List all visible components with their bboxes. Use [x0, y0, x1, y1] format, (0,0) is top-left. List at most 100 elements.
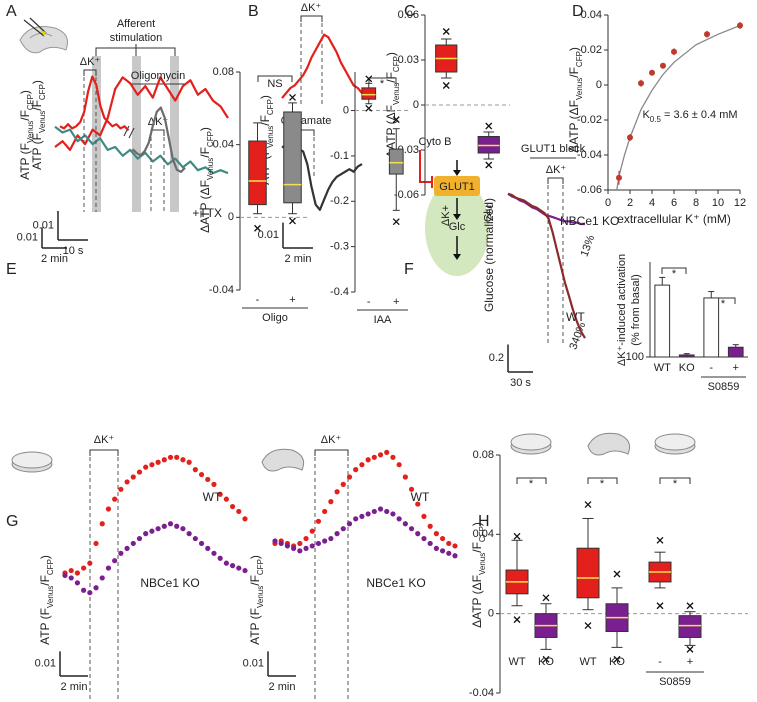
- outlier: [656, 602, 664, 610]
- point: [638, 80, 644, 87]
- outlier: [584, 501, 592, 509]
- point: [174, 454, 180, 460]
- bracket: [516, 477, 547, 484]
- point: [155, 526, 161, 532]
- label-part: Venus: [478, 553, 487, 575]
- point: [390, 454, 396, 460]
- x-tick-label: +: [687, 656, 693, 668]
- bracket: [547, 177, 564, 184]
- point: [315, 540, 322, 547]
- label: ATP (FVenus/FCFP): [30, 80, 46, 170]
- outlier: [392, 116, 400, 124]
- bracket: [300, 15, 323, 22]
- point: [242, 567, 248, 574]
- label-part: Venus: [256, 586, 265, 608]
- outlier: [254, 224, 261, 232]
- point: [174, 523, 180, 529]
- y-tick-label: 0.08: [473, 449, 494, 461]
- x-tick-label: -: [256, 294, 260, 306]
- label-part: /F: [18, 110, 32, 121]
- point: [198, 540, 205, 547]
- point: [616, 174, 622, 181]
- bracket: [587, 477, 618, 484]
- box: [361, 87, 377, 100]
- point: [278, 540, 284, 547]
- group-label: IAA: [374, 314, 392, 326]
- glut-diagram: [419, 150, 489, 276]
- x-tick-label: WT: [654, 362, 671, 374]
- point: [427, 523, 433, 529]
- label-part: CFP: [256, 559, 265, 575]
- point: [353, 467, 359, 473]
- point: [365, 511, 371, 517]
- diagram-label: GLUT1: [439, 181, 474, 193]
- box: [388, 148, 404, 175]
- slice-icon: [587, 432, 631, 456]
- x-tick-label: +: [393, 296, 399, 308]
- x-axis-label: extracellular K⁺ (mM): [617, 212, 731, 226]
- point: [155, 459, 161, 465]
- label-part: /F: [567, 67, 581, 78]
- bracket: [661, 267, 687, 274]
- box: [248, 140, 267, 206]
- point: [359, 513, 365, 519]
- point: [180, 457, 186, 463]
- scale-label: 0.01: [258, 229, 279, 241]
- legend-label: WT: [411, 490, 430, 504]
- y-tick-label: -0.02: [577, 114, 602, 126]
- label: ΔATP (ΔFVenus/FCFP): [567, 47, 583, 153]
- outlier: [656, 536, 664, 544]
- point: [334, 531, 340, 537]
- label: ΔATP (ΔFVenus/FCFP): [470, 522, 486, 628]
- outlier: [442, 28, 450, 35]
- label-part: Venus: [206, 158, 215, 180]
- outlier: [542, 655, 550, 663]
- legend-label: NBCe1 KO: [366, 576, 425, 590]
- y-tick-label: 0: [228, 211, 234, 223]
- point: [433, 531, 439, 537]
- point: [198, 471, 205, 478]
- point: [415, 501, 421, 507]
- x-tick-label: WT: [579, 656, 596, 668]
- point: [346, 521, 353, 527]
- y-tick-label: 0: [343, 104, 349, 116]
- x-tick-label: KO: [679, 362, 695, 374]
- point: [211, 550, 217, 556]
- point: [384, 449, 390, 455]
- label-part: /F: [198, 147, 212, 158]
- scale-label: 10 s: [63, 245, 84, 257]
- outlier: [686, 602, 694, 610]
- label-part: Venus: [46, 586, 55, 608]
- point: [68, 567, 74, 574]
- y-tick-label: -0.04: [469, 687, 494, 699]
- outlier: [513, 616, 521, 624]
- label-part: /F: [248, 575, 262, 586]
- x-tick-label: 4: [649, 197, 655, 209]
- point: [371, 454, 377, 460]
- point: [93, 585, 99, 591]
- x-tick-label: WT: [508, 656, 525, 668]
- label-part: ): [470, 522, 484, 526]
- point: [112, 496, 118, 502]
- label-part: ΔATP (ΔF: [470, 575, 484, 628]
- y-tick-label: 0.04: [213, 139, 234, 151]
- scale-label: 2 min: [61, 681, 88, 693]
- y-tick-label: 100: [626, 351, 644, 363]
- point: [433, 545, 439, 551]
- point: [130, 540, 136, 547]
- point: [118, 486, 124, 492]
- legend-label: WT: [566, 310, 585, 324]
- scale-label: 2 min: [285, 253, 312, 265]
- point: [671, 48, 677, 55]
- point: [229, 503, 236, 510]
- point: [130, 474, 136, 480]
- point: [136, 535, 143, 542]
- annotation: NS: [267, 78, 282, 90]
- outlier: [613, 570, 621, 578]
- y-axis-label: (% from basal): [630, 274, 642, 346]
- label-part: ): [567, 47, 581, 51]
- point: [627, 134, 633, 141]
- label-part: /F: [258, 115, 272, 126]
- label-part: ATP (F: [30, 133, 44, 170]
